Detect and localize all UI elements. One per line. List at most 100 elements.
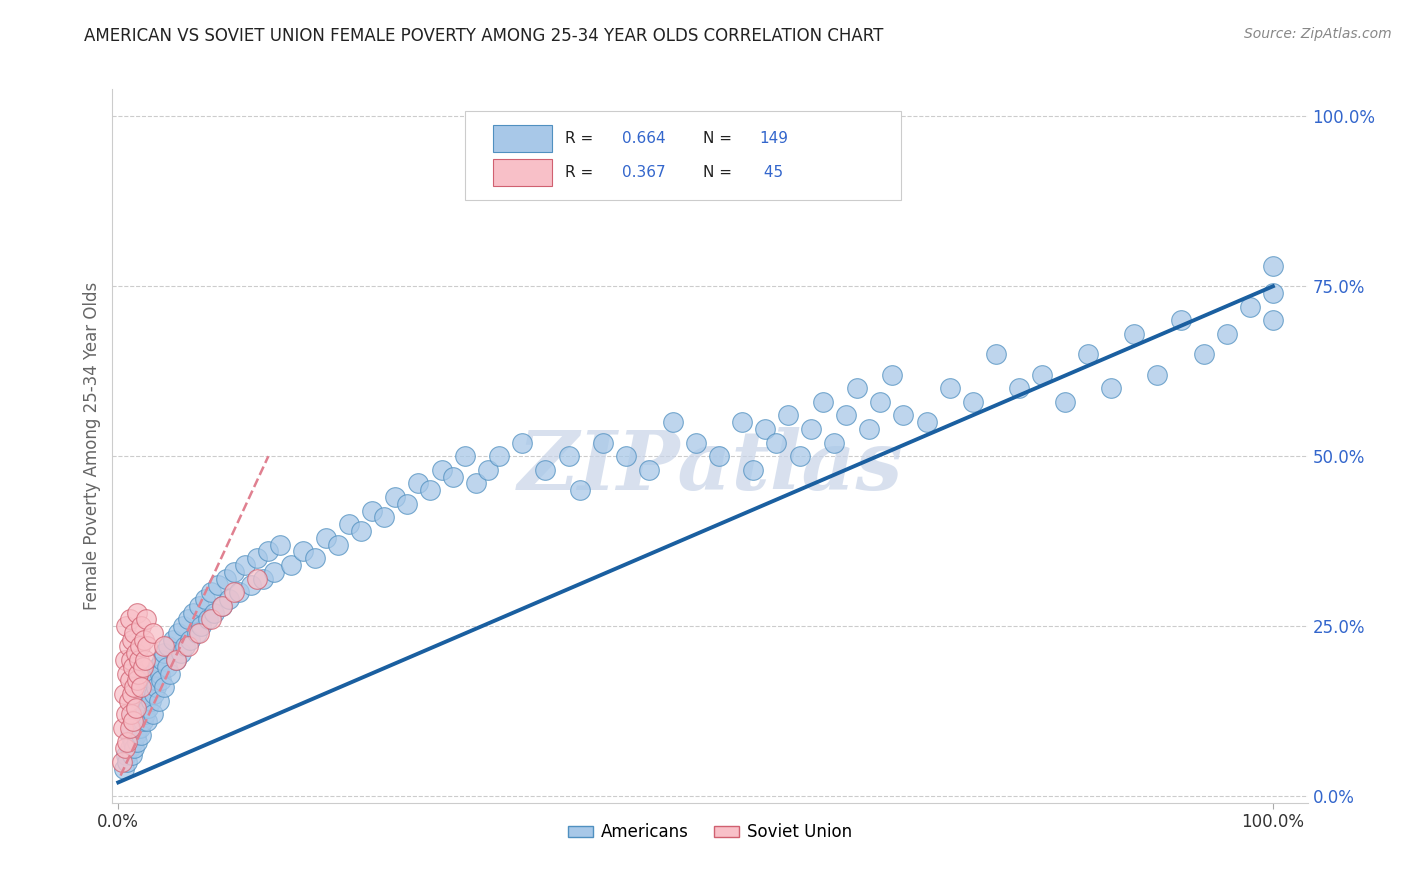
Point [124,680,146,694]
Point [661,415,683,429]
Point [707,449,730,463]
Point [240,578,263,592]
Point [134,653,156,667]
Point [222,565,245,579]
Point [384,490,406,504]
Point [207,578,229,592]
Point [190,619,212,633]
Point [465,476,488,491]
Point [121,721,143,735]
Point [122,707,145,722]
Point [136,700,159,714]
Point [211,599,233,613]
Point [197,612,219,626]
Point [742,463,765,477]
Point [120,707,142,722]
Point [117,755,139,769]
Point [430,463,453,477]
Point [121,687,143,701]
Point [139,694,162,708]
Point [112,762,135,776]
Point [127,721,149,735]
Point [167,626,190,640]
Point [984,347,1007,361]
Point [361,503,384,517]
Point [112,687,135,701]
Point [453,449,475,463]
Point [246,572,269,586]
Point [129,721,152,735]
Point [136,640,159,654]
Point [869,394,891,409]
Point [858,422,880,436]
Point [153,640,176,654]
Text: Source: ZipAtlas.com: Source: ZipAtlas.com [1244,27,1392,41]
Point [176,640,198,654]
Point [304,551,326,566]
Point [125,734,148,748]
Point [269,537,291,551]
Point [143,673,166,688]
Point [117,640,139,654]
Point [292,544,315,558]
Text: R =: R = [565,165,599,180]
Point [131,694,153,708]
Legend: Americans, Soviet Union: Americans, Soviet Union [561,817,859,848]
Point [685,435,707,450]
Y-axis label: Female Poverty Among 25-34 Year Olds: Female Poverty Among 25-34 Year Olds [83,282,101,610]
Point [156,660,179,674]
Point [132,673,155,688]
Point [326,537,349,551]
Point [136,714,159,729]
Text: R =: R = [565,131,599,146]
Point [118,728,141,742]
Point [350,524,373,538]
Point [1054,394,1077,409]
Point [811,394,834,409]
Point [117,666,139,681]
Point [143,687,166,701]
Point [142,707,165,722]
Point [280,558,302,572]
Point [408,476,430,491]
Point [188,626,211,640]
Point [441,469,464,483]
Point [165,653,187,667]
Point [228,585,250,599]
Point [638,463,661,477]
Point [211,599,233,613]
Point [132,700,155,714]
Point [134,687,156,701]
Point [131,660,153,674]
Point [846,381,869,395]
Point [153,680,176,694]
Point [131,680,153,694]
Point [1099,381,1122,395]
Point [179,632,201,647]
Point [176,612,198,626]
Point [131,680,153,694]
Point [823,435,845,450]
Point [263,565,285,579]
Point [1192,347,1215,361]
Point [149,673,172,688]
Point [111,755,134,769]
Point [111,721,134,735]
Point [169,646,191,660]
Point [131,728,153,742]
Text: 45: 45 [759,165,783,180]
Point [124,626,146,640]
Text: 0.367: 0.367 [621,165,665,180]
Point [134,707,156,722]
Point [122,734,145,748]
Point [1239,300,1261,314]
Text: N =: N = [703,165,737,180]
Point [246,551,269,566]
Point [124,646,146,660]
Point [142,626,165,640]
Point [1077,347,1099,361]
Point [125,714,148,729]
Point [159,666,181,681]
Point [186,626,208,640]
Point [162,632,184,647]
